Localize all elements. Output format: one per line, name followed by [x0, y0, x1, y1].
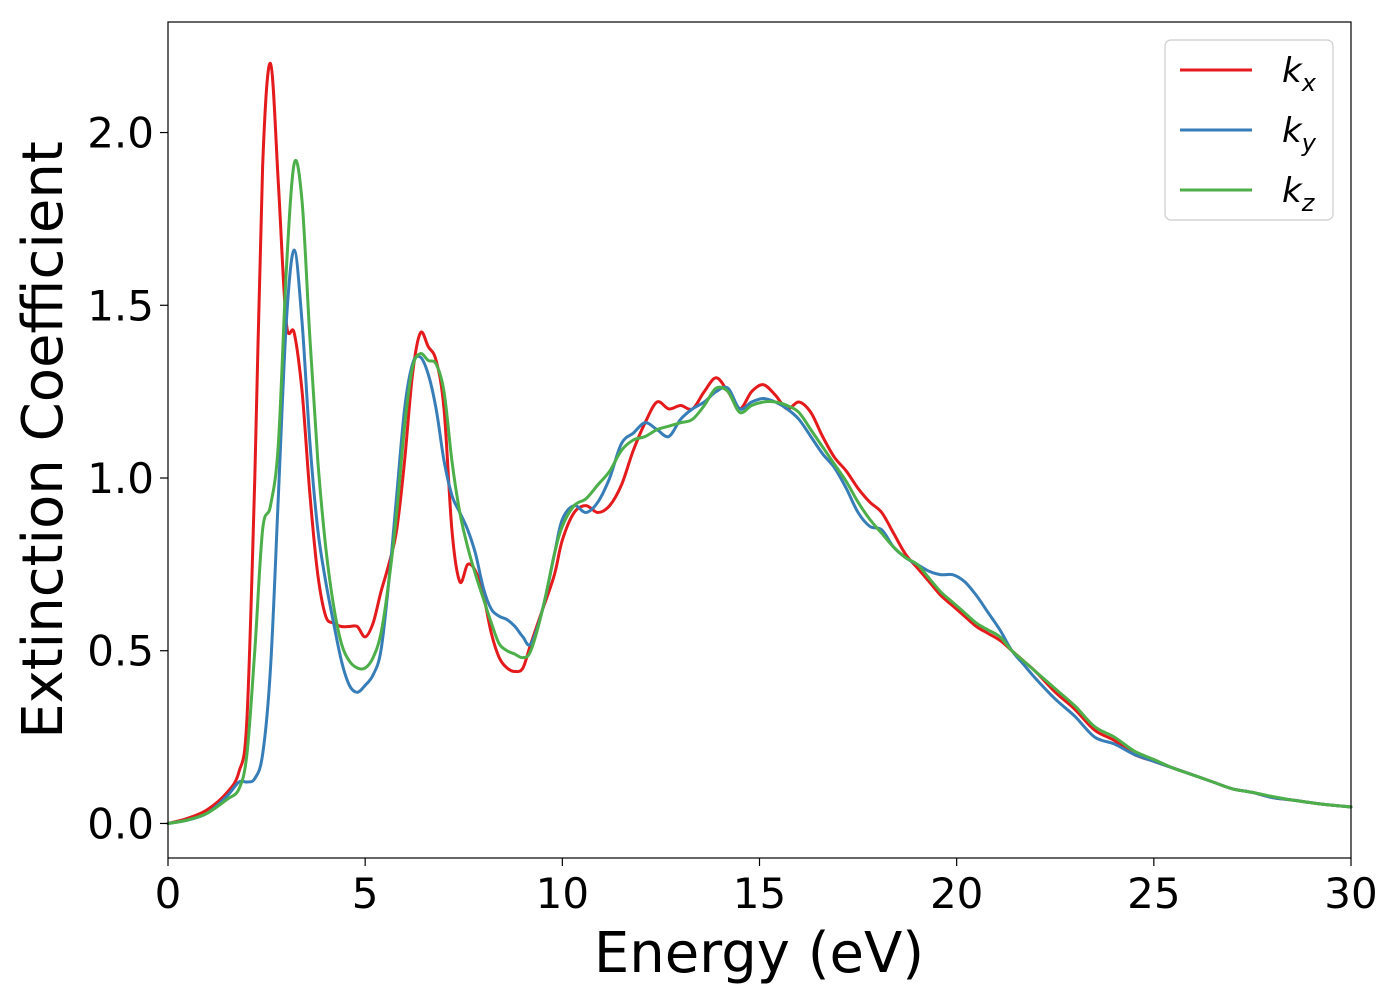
legend-label-kz: kz	[1282, 171, 1316, 217]
y-axis-title: Extinction Coefficient	[11, 141, 76, 739]
legend-label-base: k	[1282, 51, 1303, 91]
y-tick-label: 2.0	[87, 109, 154, 158]
legend-label-base: k	[1282, 111, 1303, 151]
x-axis-ticks: 0 5 10 15 20 25 30	[155, 858, 1378, 918]
legend-label-ky: ky	[1282, 111, 1317, 157]
legend-label-subscript: x	[1301, 69, 1317, 97]
x-tick-label: 15	[733, 869, 786, 918]
x-tick-label: 0	[155, 869, 182, 918]
legend-label-base: k	[1282, 171, 1303, 211]
legend-label-subscript: z	[1301, 189, 1316, 217]
legend-label-subscript: y	[1301, 129, 1317, 157]
x-axis-title: Energy (eV)	[594, 921, 924, 986]
x-tick-label: 20	[930, 869, 983, 918]
legend-label-kx: kx	[1282, 51, 1317, 97]
x-tick-label: 5	[352, 869, 379, 918]
y-tick-label: 0.5	[87, 627, 154, 676]
x-tick-label: 30	[1324, 869, 1377, 918]
series-line-kz	[166, 159, 1353, 825]
series-layer	[166, 61, 1353, 825]
series-line-ky	[166, 248, 1353, 825]
y-axis-ticks: 0.0 0.5 1.0 1.5 2.0	[87, 109, 168, 848]
y-tick-label: 0.0	[87, 799, 154, 848]
x-tick-label: 25	[1127, 869, 1180, 918]
y-tick-label: 1.0	[87, 454, 154, 503]
x-tick-label: 10	[536, 869, 589, 918]
y-tick-label: 1.5	[87, 281, 154, 330]
